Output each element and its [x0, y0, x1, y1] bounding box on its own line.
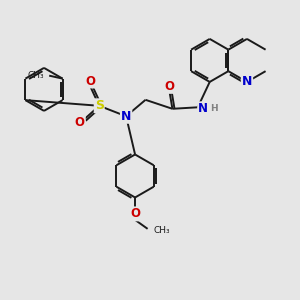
Text: N: N — [242, 75, 252, 88]
Text: O: O — [130, 207, 140, 220]
Text: N: N — [198, 102, 208, 115]
Text: H: H — [210, 104, 218, 113]
Text: S: S — [95, 99, 104, 112]
Text: CH₃: CH₃ — [27, 71, 44, 80]
Text: O: O — [164, 80, 174, 93]
Text: O: O — [75, 116, 85, 129]
Text: CH₃: CH₃ — [154, 226, 170, 236]
Text: O: O — [85, 74, 95, 88]
Text: N: N — [121, 110, 131, 123]
